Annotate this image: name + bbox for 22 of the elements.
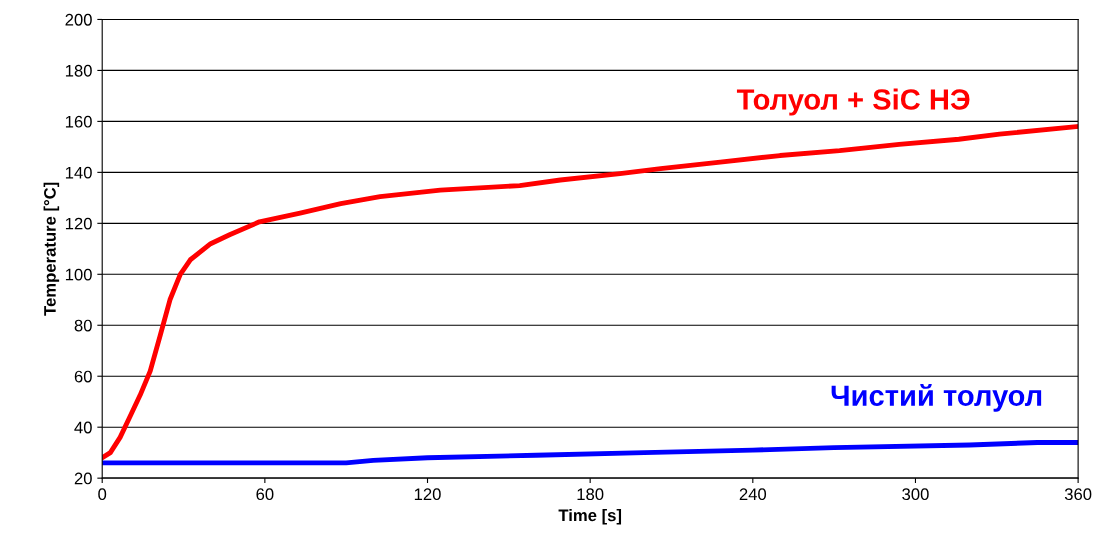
line-series — [102, 440, 1079, 466]
series-label: Толуол + SiC НЭ — [736, 88, 970, 116]
y-tick-label: 140 — [65, 166, 92, 179]
x-tick-label: 0 — [98, 488, 107, 501]
x-tick-label: 60 — [256, 488, 274, 501]
x-tick-label: 120 — [414, 488, 441, 501]
series-label: Чистий толуол — [831, 384, 1042, 412]
y-tick-label: 120 — [65, 217, 92, 230]
y-tick-label: 160 — [65, 115, 92, 128]
x-tick-label: 300 — [902, 488, 929, 501]
y-tick-label: 20 — [74, 472, 92, 485]
x-axis-title: Time [s] — [558, 508, 622, 525]
y-axis-title: Temperature [°C] — [43, 182, 60, 316]
y-tick-label: 100 — [65, 268, 92, 281]
x-tick-label: 240 — [739, 488, 767, 501]
y-tick-label: 80 — [74, 319, 92, 332]
y-tick-label: 60 — [74, 370, 92, 383]
x-tick-label: 360 — [1064, 488, 1092, 501]
y-tick-label: 40 — [74, 421, 92, 434]
y-tick-label: 180 — [65, 64, 92, 77]
y-tick-label: 200 — [65, 13, 92, 26]
x-tick-label: 180 — [577, 488, 604, 501]
